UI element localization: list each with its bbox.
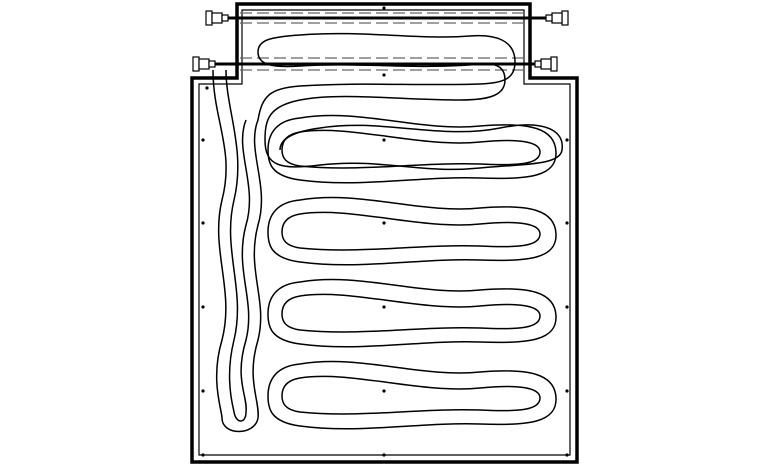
serpentine-tube-inner-wall — [225, 69, 251, 422]
upper-manifold-pipe — [205, 10, 569, 26]
lower-manifold-pipe — [192, 56, 558, 72]
mounting-hole-icon — [382, 305, 386, 309]
plate-outer-outline — [190, 2, 579, 464]
mounting-hole-icon — [201, 138, 205, 142]
mounting-hole-icon — [565, 453, 569, 457]
manifold-dashed-channels — [240, 12, 526, 71]
tube-loop-3 — [267, 278, 557, 348]
mounting-hole-icon — [382, 453, 386, 457]
mounting-hole-icon — [382, 221, 386, 225]
pipe-fitting-icon — [545, 10, 569, 26]
plate-inner-outline — [198, 9, 571, 456]
mounting-hole-icon — [201, 453, 205, 457]
mounting-hole-icon — [201, 389, 205, 393]
pipe-fitting-icon — [192, 56, 216, 72]
mounting-hole-icon — [201, 305, 205, 309]
tube-loop-1 — [267, 114, 557, 184]
mounting-hole-icon — [382, 138, 386, 142]
mounting-holes — [201, 6, 569, 457]
mounting-hole-icon — [565, 305, 569, 309]
tube-loop-2 — [267, 196, 557, 266]
mounting-hole-icon — [565, 221, 569, 225]
pipe-fitting-icon — [534, 56, 558, 72]
tube-loop-4 — [267, 360, 557, 430]
serpentine-tube-outer-wall — [212, 32, 563, 433]
mounting-hole-icon — [201, 221, 205, 225]
pipe-fitting-icon — [205, 10, 229, 26]
mounting-hole-icon — [565, 138, 569, 142]
mounting-hole-icon — [382, 6, 386, 10]
mounting-hole-icon — [565, 389, 569, 393]
mounting-hole-icon — [382, 389, 386, 393]
mounting-hole-icon — [382, 73, 386, 77]
mounting-hole-icon — [205, 86, 209, 90]
